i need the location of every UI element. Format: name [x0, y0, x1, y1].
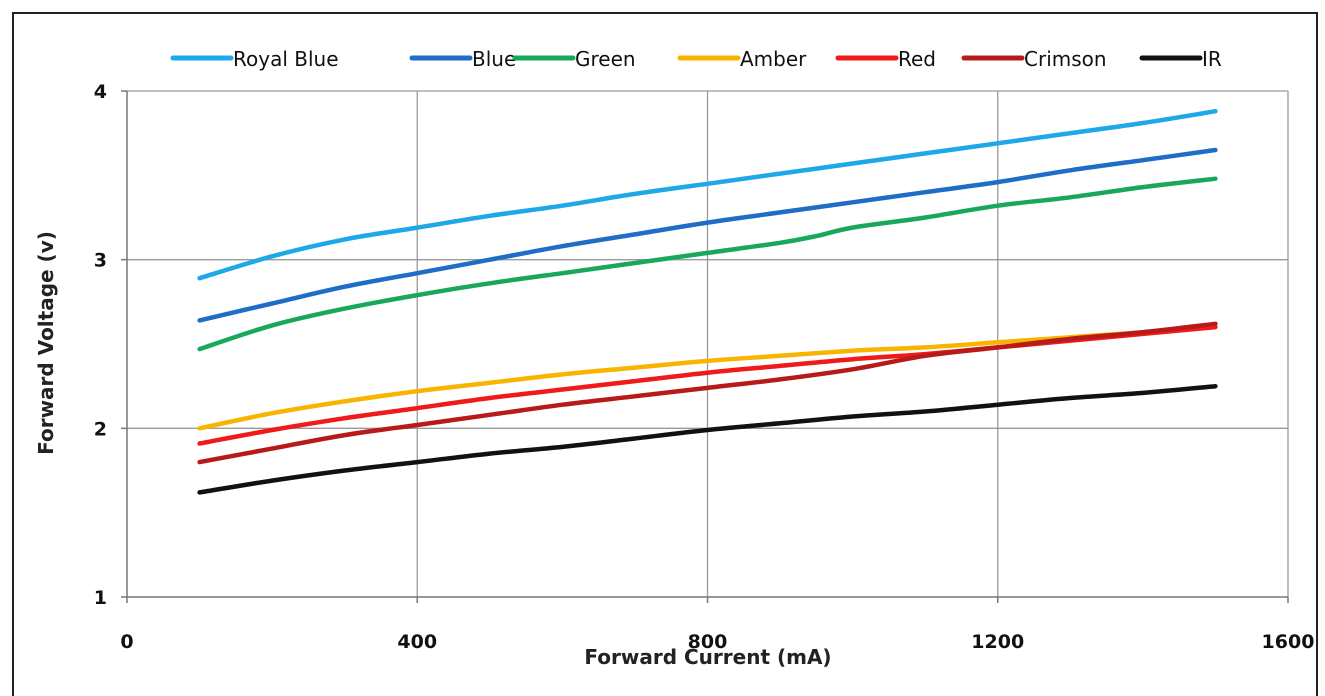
series-line-blue [197, 147, 1218, 323]
legend-label-blue: Blue [472, 47, 516, 71]
y-tick-label-2: 3 [94, 250, 107, 272]
x-tick-label-4: 1600 [1262, 631, 1315, 653]
legend-label-crimson: Crimson [1024, 47, 1107, 71]
legend-label-green: Green [575, 47, 636, 71]
legend: Royal Blue Blue Green Amber Red Crimson IR [170, 47, 1222, 71]
series-line-amber [197, 324, 1218, 431]
series-lines [197, 108, 1218, 495]
chart-frame [12, 12, 1318, 696]
series-line-green [197, 176, 1218, 352]
y-axis-label: Forward Voltage (v) [34, 231, 58, 455]
legend-label-royal-blue: Royal Blue [233, 47, 339, 71]
y-tick-label-3: 4 [94, 81, 107, 103]
y-tick-label-1: 2 [94, 418, 107, 440]
series-line-ir [197, 383, 1218, 495]
legend-label-amber: Amber [740, 47, 807, 71]
series-line-crimson [197, 321, 1218, 465]
x-tick-label-1: 400 [397, 631, 437, 653]
legend-label-red: Red [898, 47, 936, 71]
x-tick-label-3: 1200 [971, 631, 1024, 653]
x-tick-label-2: 800 [688, 631, 728, 653]
axes [121, 90, 1289, 603]
tick-labels: 1 2 3 4 0 400 800 1200 1600 [94, 81, 1315, 653]
grid-lines [127, 90, 1289, 597]
series-line-royal-blue [197, 108, 1218, 281]
x-axis-label: Forward Current (mA) [584, 645, 831, 669]
legend-label-ir: IR [1202, 47, 1222, 71]
y-tick-label-0: 1 [94, 587, 107, 609]
x-tick-label-0: 0 [120, 631, 133, 653]
